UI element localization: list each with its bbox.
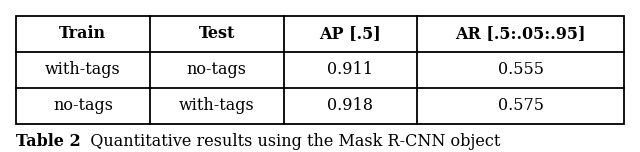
Text: 0.575: 0.575 <box>498 97 543 114</box>
Bar <box>16 16 624 124</box>
Text: with-tags: with-tags <box>179 97 255 114</box>
Text: Quantitative results using the Mask R-CNN object: Quantitative results using the Mask R-CN… <box>75 133 500 150</box>
Text: no-tags: no-tags <box>187 61 246 78</box>
Text: AP [.5]: AP [.5] <box>319 25 381 42</box>
Text: Test: Test <box>198 25 235 42</box>
Text: with-tags: with-tags <box>45 61 121 78</box>
Text: Table 2: Table 2 <box>16 133 81 150</box>
Text: Train: Train <box>60 25 106 42</box>
Text: AR [.5:.05:.95]: AR [.5:.05:.95] <box>456 25 586 42</box>
Text: no-tags: no-tags <box>53 97 113 114</box>
Text: 0.555: 0.555 <box>498 61 543 78</box>
Text: 0.911: 0.911 <box>328 61 373 78</box>
Text: 0.918: 0.918 <box>328 97 373 114</box>
